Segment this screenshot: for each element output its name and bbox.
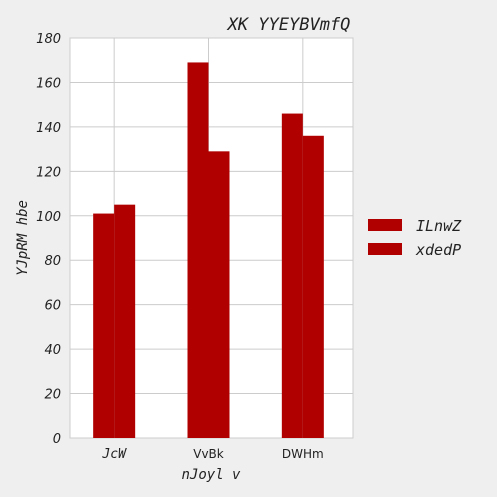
bars — [93, 62, 324, 439]
bar-ILnwZ-DWHm — [281, 113, 303, 439]
y-tick-label: 0 — [53, 432, 61, 447]
x-tick-labels: JcW VvBk DWHm — [101, 447, 323, 462]
chart-title: XK YYEYBVmfQ — [226, 15, 351, 35]
legend: ILnwZ xdedP — [368, 217, 462, 259]
x-tick-label: DWHm — [282, 447, 324, 461]
legend-label: xdedP — [415, 241, 461, 259]
y-tick-label: 160 — [36, 76, 61, 91]
legend-swatch — [368, 219, 402, 231]
y-tick-labels: 0 20 40 60 80 100 120 140 160 180 — [36, 32, 61, 447]
x-tick-label: VvBk — [193, 447, 224, 461]
y-tick-label: 100 — [36, 210, 61, 225]
y-tick-label: 60 — [44, 299, 61, 314]
y-tick-label: 140 — [36, 121, 61, 136]
y-tick-label: 20 — [44, 388, 61, 403]
y-tick-label: 80 — [44, 254, 61, 269]
y-tick-label: 180 — [36, 32, 61, 47]
bar-xdedP-VvBk — [208, 151, 230, 439]
bar-ILnwZ-JcW — [93, 213, 115, 438]
bar-xdedP-DWHm — [302, 135, 324, 438]
x-tick-label: JcW — [101, 447, 127, 462]
y-tick-label: 40 — [44, 343, 61, 358]
legend-label: ILnwZ — [416, 217, 462, 235]
bar-ILnwZ-VvBk — [187, 62, 209, 438]
x-axis-label: nJoyl v — [181, 467, 241, 483]
bar-xdedP-JcW — [114, 204, 136, 438]
legend-swatch — [368, 243, 402, 255]
y-axis-label: YJpRM hbe — [15, 200, 31, 276]
y-tick-label: 120 — [36, 165, 61, 180]
